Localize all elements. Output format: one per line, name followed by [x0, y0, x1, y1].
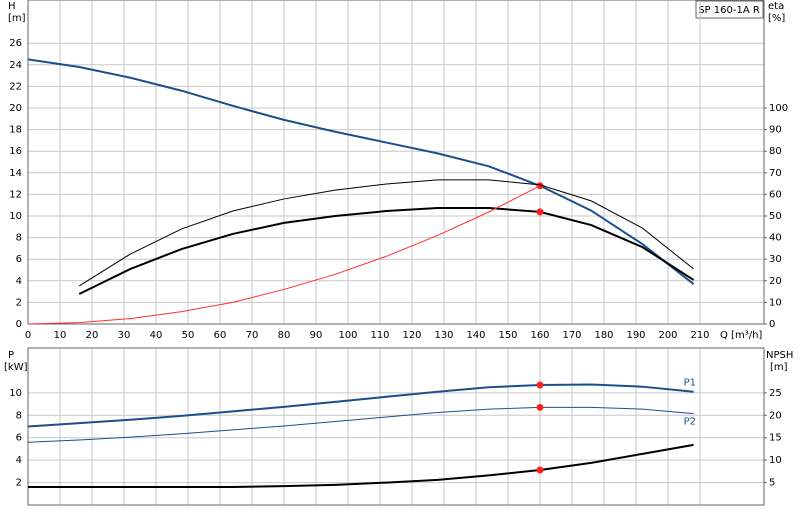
y-tick-label: 20	[9, 103, 22, 114]
x-tick-label: 180	[594, 330, 613, 341]
y-tick-label: 16	[9, 146, 22, 157]
y-tick-label: 8	[16, 410, 22, 421]
title-box	[695, 0, 764, 19]
x-tick-label: 150	[498, 330, 517, 341]
y2-tick-label: 10	[769, 455, 782, 466]
y2-tick-label: 20	[769, 276, 782, 287]
y2-tick-label: 10	[769, 297, 782, 308]
y-tick-label: 18	[9, 125, 22, 136]
x-tick-label: 10	[54, 330, 67, 341]
y-tick-label: 2	[16, 478, 22, 489]
curve	[27, 383, 694, 428]
y-unit: [kW]	[4, 362, 28, 373]
x-label: Q [m³/h]	[720, 330, 762, 341]
x-tick-label: 170	[562, 330, 581, 341]
curve	[78, 207, 695, 295]
chart-title: SP 160-1A R	[698, 5, 760, 16]
x-tick-label: 60	[214, 330, 227, 341]
y2-tick-label: 100	[769, 103, 788, 114]
y-tick-label: 4	[16, 455, 22, 466]
y-tick-label: 22	[9, 81, 22, 92]
x-tick-label: 190	[626, 330, 645, 341]
curve	[78, 179, 694, 287]
series-label: P2	[684, 417, 696, 428]
x-tick-label: 30	[118, 330, 131, 341]
y-tick-label: 6	[16, 433, 22, 444]
x-tick-label: 20	[86, 330, 99, 341]
y2-tick-label: 60	[769, 189, 782, 200]
x-tick-label: 0	[25, 330, 31, 341]
x-tick-label: 200	[658, 330, 677, 341]
y2-tick-label: 20	[769, 410, 782, 421]
y2-tick-label: 0	[769, 319, 775, 330]
y2-tick-label: 15	[769, 433, 782, 444]
x-tick-label: 160	[530, 330, 549, 341]
curve	[27, 58, 695, 285]
y-tick-label: 8	[16, 233, 22, 244]
curve	[28, 443, 694, 489]
y-tick-label: 24	[9, 60, 22, 71]
y-tick-label: 10	[9, 211, 22, 222]
y2-tick-label: 5	[769, 478, 775, 489]
x-tick-label: 130	[434, 330, 453, 341]
y2-unit: [%]	[768, 13, 785, 24]
y-unit: [m]	[8, 13, 26, 24]
y2-tick-label: 70	[769, 168, 782, 179]
y-tick-label: 4	[16, 276, 22, 287]
y2-tick-label: 50	[769, 211, 782, 222]
duty-point	[536, 403, 544, 411]
y2-tick-label: 90	[769, 125, 782, 136]
plot-frame	[27, 0, 765, 325]
x-tick-label: 70	[246, 330, 259, 341]
y-tick-label: 12	[9, 189, 22, 200]
y2-unit: [m]	[770, 362, 788, 373]
duty-point	[536, 381, 544, 389]
y-tick-label: 2	[16, 297, 22, 308]
x-tick-label: 50	[182, 330, 195, 341]
y-tick-label: 26	[9, 38, 22, 49]
x-tick-label: 100	[338, 330, 357, 341]
y-tick-label: 10	[9, 388, 22, 399]
y-label: P	[8, 350, 14, 361]
y2-tick-label: 30	[769, 254, 782, 265]
duty-point	[536, 466, 544, 474]
series-label: P1	[684, 378, 696, 389]
curve	[27, 185, 541, 325]
duty-point	[536, 208, 544, 216]
y-tick-label: 0	[16, 319, 22, 330]
x-tick-label: 210	[690, 330, 709, 341]
curve	[27, 406, 694, 443]
x-tick-label: 90	[310, 330, 323, 341]
y2-label: eta	[768, 1, 784, 12]
x-tick-label: 40	[150, 330, 163, 341]
y2-label: NPSH	[766, 350, 793, 361]
x-tick-label: 120	[402, 330, 421, 341]
y2-tick-label: 80	[769, 146, 782, 157]
y2-tick-label: 25	[769, 388, 782, 399]
y-tick-label: 6	[16, 254, 22, 265]
y2-tick-label: 40	[769, 233, 782, 244]
x-tick-label: 110	[370, 330, 389, 341]
x-tick-label: 80	[278, 330, 291, 341]
y-label: H	[8, 1, 16, 12]
x-tick-label: 140	[466, 330, 485, 341]
y-tick-label: 14	[9, 168, 22, 179]
